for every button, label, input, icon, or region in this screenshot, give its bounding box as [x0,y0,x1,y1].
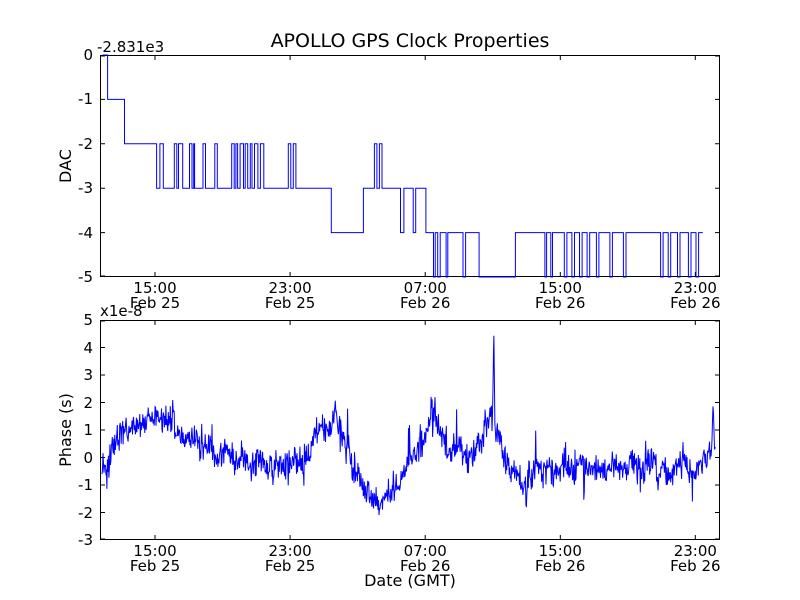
phase-xtick-label: 07:00 Feb 26 [380,544,470,574]
phase-tick-marks [101,320,719,540]
dac-ytick-label: -3 [78,179,93,198]
dac-ytick-label: -5 [78,268,93,286]
phase-noise-plot [100,320,720,540]
xtick-date: Feb 26 [670,294,721,312]
xtick-date: Feb 26 [399,557,451,575]
phase-axis-offset-label: x1e-8 [100,302,143,320]
dac-y-axis-label: DAC [56,149,75,183]
xtick-time: 23:00 [268,279,312,297]
phase-ytick-label: -3 [78,531,93,549]
xtick-date: Feb 26 [535,294,586,312]
dac-axes-frame [100,55,720,277]
phase-line [101,335,716,516]
dac-tick-marks [101,55,719,277]
phase-xtick-label: 15:00 Feb 26 [515,544,605,574]
phase-ytick-label: 3 [83,366,93,384]
phase-xtick-label: 15:00 Feb 25 [110,544,200,574]
dac-xtick-label: 15:00 Feb 25 [110,281,200,311]
xtick-date: Feb 26 [535,557,586,575]
dac-line [102,54,703,278]
xtick-time: 23:00 [268,542,312,560]
xtick-time: 15:00 [538,279,582,297]
dac-ytick-label: -1 [78,90,93,109]
dac-xtick-label: 07:00 Feb 26 [380,281,470,311]
xtick-time: 15:00 [133,279,177,297]
phase-ytick-label: 2 [83,393,93,412]
phase-ytick-label: -1 [78,476,93,494]
xtick-time: 07:00 [403,279,447,297]
phase-ytick-label: 0 [83,448,93,467]
phase-ytick-label: -2 [78,503,93,522]
dac-xtick-label: 23:00 Feb 25 [245,281,335,311]
xtick-date: Feb 25 [264,557,316,575]
phase-ytick-label: 4 [83,338,93,357]
xtick-date: Feb 25 [129,557,181,575]
xtick-time: 23:00 [673,279,717,297]
phase-xtick-label: 23:00 Feb 25 [245,544,335,574]
x-axis-label: Date (GMT) [364,571,456,590]
dac-ytick-label: -2 [78,134,93,153]
xtick-time: 15:00 [133,542,177,560]
xtick-date: Feb 26 [670,557,721,575]
dac-step-plot [100,54,720,278]
xtick-date: Feb 25 [129,294,181,312]
chart-title: APOLLO GPS Clock Properties [270,30,550,52]
phase-ytick-label: 1 [83,421,93,439]
xtick-time: 07:00 [403,542,447,560]
dac-ytick-label: 0 [83,46,93,64]
xtick-date: Feb 26 [399,294,451,312]
phase-axes-frame [100,320,720,540]
phase-xtick-label: 23:00 Feb 26 [650,544,740,574]
xtick-time: 23:00 [673,542,717,560]
dac-xtick-label: 23:00 Feb 26 [650,281,740,311]
dac-xtick-label: 15:00 Feb 26 [515,281,605,311]
xtick-time: 15:00 [538,542,582,560]
dac-axis-offset-label: -2.831e3 [97,38,165,56]
dac-ytick-label: -4 [78,223,93,242]
xtick-date: Feb 25 [264,294,316,312]
phase-ytick-label: 5 [83,311,93,329]
